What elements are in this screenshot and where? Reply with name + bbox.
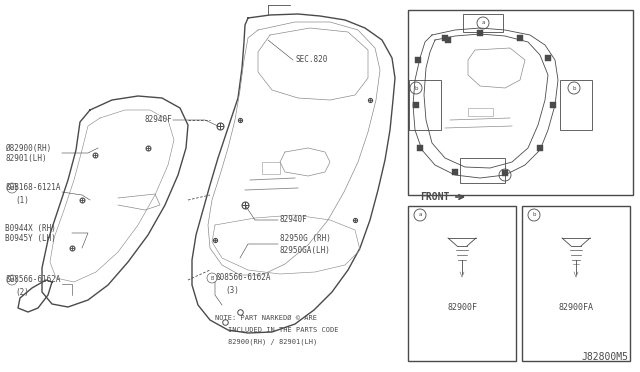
Bar	[460, 158, 505, 183]
Text: J82800M5: J82800M5	[581, 352, 628, 362]
Text: FRONT: FRONT	[420, 192, 449, 202]
Text: 82950G (RH): 82950G (RH)	[280, 234, 331, 243]
Bar	[442, 35, 448, 41]
Text: B0945Y (LH): B0945Y (LH)	[5, 234, 56, 243]
Bar	[545, 55, 551, 61]
Text: B: B	[10, 278, 13, 282]
Text: 82900(RH) / 82901(LH): 82900(RH) / 82901(LH)	[228, 339, 317, 345]
Bar	[413, 102, 419, 108]
Text: B: B	[211, 276, 214, 280]
Text: ß08566-6162A: ß08566-6162A	[215, 273, 271, 282]
Bar	[408, 10, 633, 195]
Text: 82940F: 82940F	[280, 215, 308, 224]
Text: a: a	[419, 212, 422, 218]
Bar	[409, 80, 441, 130]
Text: ß0B168-6121A: ß0B168-6121A	[5, 183, 61, 192]
Text: 82940F: 82940F	[144, 115, 172, 125]
Bar	[537, 145, 543, 151]
Text: 82950GA(LH): 82950GA(LH)	[280, 246, 331, 254]
Bar	[415, 57, 421, 63]
Bar	[408, 206, 516, 361]
Text: b: b	[532, 212, 536, 218]
Text: Ø82900(RH): Ø82900(RH)	[5, 144, 51, 153]
Text: NOTE: PART NARKEDØ © ARE: NOTE: PART NARKEDØ © ARE	[215, 315, 317, 321]
Text: (2): (2)	[15, 288, 29, 296]
Text: ß08566-6162A: ß08566-6162A	[5, 276, 61, 285]
Bar	[522, 206, 630, 361]
Bar	[262, 162, 280, 174]
Bar	[502, 170, 508, 176]
Text: INCLUDED IN THE PARTS CODE: INCLUDED IN THE PARTS CODE	[228, 327, 339, 333]
Bar	[477, 30, 483, 36]
Bar	[417, 145, 423, 151]
Text: 82900F: 82900F	[447, 303, 477, 312]
Text: 82900FA: 82900FA	[559, 303, 593, 312]
Bar	[550, 102, 556, 108]
Bar	[452, 169, 458, 175]
Bar	[468, 108, 493, 116]
Text: (1): (1)	[15, 196, 29, 205]
Text: B: B	[10, 186, 13, 190]
Text: b: b	[414, 86, 418, 90]
Bar	[463, 14, 503, 32]
Text: b: b	[503, 173, 507, 177]
Text: B0944X (RH): B0944X (RH)	[5, 224, 56, 232]
Text: 82901(LH): 82901(LH)	[5, 154, 47, 163]
Text: SEC.820: SEC.820	[295, 55, 328, 64]
Text: b: b	[572, 86, 576, 90]
Bar	[445, 37, 451, 43]
Bar	[560, 80, 592, 130]
Text: a: a	[481, 20, 484, 26]
Text: (3): (3)	[225, 285, 239, 295]
Bar	[517, 35, 523, 41]
